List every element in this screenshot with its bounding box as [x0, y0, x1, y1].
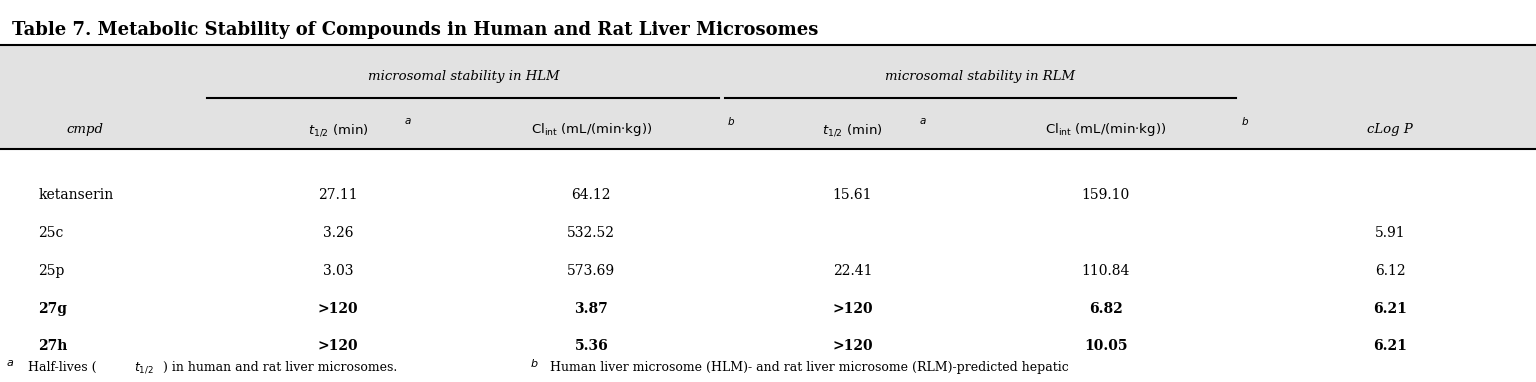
Text: $\mathrm{Cl_{int}}$ $\mathrm{(mL/(min{\cdot}kg))}$: $\mathrm{Cl_{int}}$ $\mathrm{(mL/(min{\c…: [1046, 121, 1166, 138]
Text: 3.26: 3.26: [323, 226, 353, 240]
Text: $b$: $b$: [530, 357, 539, 369]
Text: 3.87: 3.87: [574, 302, 608, 316]
Text: 159.10: 159.10: [1081, 188, 1130, 202]
Text: ) in human and rat liver microsomes.: ) in human and rat liver microsomes.: [163, 361, 398, 374]
Text: ketanserin: ketanserin: [38, 188, 114, 202]
Text: $\mathrm{Cl_{int}}$ $\mathrm{(mL/(min{\cdot}kg))}$: $\mathrm{Cl_{int}}$ $\mathrm{(mL/(min{\c…: [531, 121, 651, 138]
Text: microsomal stability in HLM: microsomal stability in HLM: [369, 70, 559, 83]
Text: 22.41: 22.41: [833, 264, 872, 278]
Text: 6.21: 6.21: [1373, 339, 1407, 353]
Text: Table 7. Metabolic Stability of Compounds in Human and Rat Liver Microsomes: Table 7. Metabolic Stability of Compound…: [12, 21, 819, 39]
Text: 573.69: 573.69: [567, 264, 616, 278]
Text: $t_{1/2}$: $t_{1/2}$: [134, 360, 154, 375]
Text: 5.91: 5.91: [1375, 226, 1405, 240]
Text: cmpd: cmpd: [66, 123, 103, 136]
Text: $a$: $a$: [404, 117, 412, 126]
Text: 25c: 25c: [38, 226, 65, 240]
Text: $t_{1/2}$ $\mathrm{(min)}$: $t_{1/2}$ $\mathrm{(min)}$: [307, 122, 369, 138]
Text: Half-lives (: Half-lives (: [28, 361, 97, 374]
Text: 27.11: 27.11: [318, 188, 358, 202]
Text: 27h: 27h: [38, 339, 68, 353]
Text: microsomal stability in RLM: microsomal stability in RLM: [885, 70, 1075, 83]
Text: 27g: 27g: [38, 302, 68, 316]
Text: 10.05: 10.05: [1084, 339, 1127, 353]
Text: cLog P: cLog P: [1367, 123, 1413, 136]
Text: 110.84: 110.84: [1081, 264, 1130, 278]
FancyBboxPatch shape: [0, 45, 1536, 149]
Text: Human liver microsome (HLM)- and rat liver microsome (RLM)-predicted hepatic: Human liver microsome (HLM)- and rat liv…: [550, 361, 1069, 374]
Text: $b$: $b$: [727, 115, 734, 128]
Text: 3.03: 3.03: [323, 264, 353, 278]
Text: 6.82: 6.82: [1089, 302, 1123, 316]
Text: >120: >120: [833, 339, 872, 353]
Text: 15.61: 15.61: [833, 188, 872, 202]
Text: >120: >120: [833, 302, 872, 316]
Text: 25p: 25p: [38, 264, 65, 278]
Text: $a$: $a$: [919, 117, 926, 126]
Text: 64.12: 64.12: [571, 188, 611, 202]
Text: 532.52: 532.52: [567, 226, 616, 240]
Text: 5.36: 5.36: [574, 339, 608, 353]
Text: >120: >120: [318, 302, 358, 316]
Text: >120: >120: [318, 339, 358, 353]
Text: $a$: $a$: [6, 358, 14, 368]
Text: 6.21: 6.21: [1373, 302, 1407, 316]
Text: 6.12: 6.12: [1375, 264, 1405, 278]
Text: $b$: $b$: [1241, 115, 1249, 128]
Text: $t_{1/2}$ $\mathrm{(min)}$: $t_{1/2}$ $\mathrm{(min)}$: [822, 122, 883, 138]
